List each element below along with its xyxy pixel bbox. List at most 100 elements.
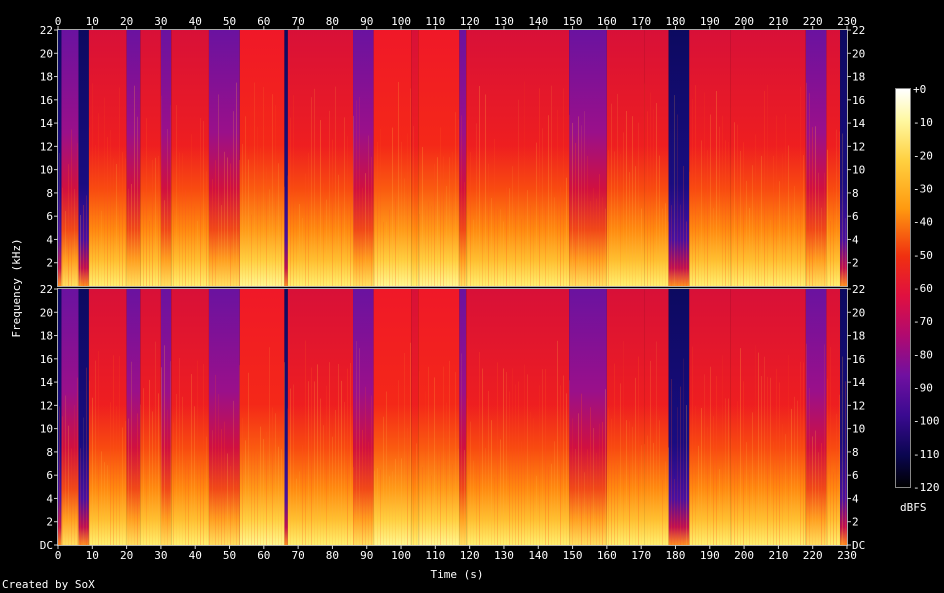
x-tick-label: 30 [154,15,167,28]
texture-streak [143,191,144,286]
texture-streak [719,469,720,545]
texture-streak [326,199,327,286]
texture-streak [407,427,408,545]
texture-streak [236,480,237,545]
texture-streak [215,374,216,545]
texture-streak [767,84,768,286]
colorbar-tick-labels: +0 -10 -20 -30 -40 -50 -60 -70 -80 -90 -100 -110 -12… [913,83,940,494]
y-tick-label: 16 [852,353,865,366]
texture-streak [791,188,792,286]
x-tick-label: 180 [666,549,686,562]
texture-streak [557,340,558,545]
y-tick-label: 16 [40,353,53,366]
y-tick-label: 2 [852,257,859,270]
segment-1-17 [466,30,570,286]
x-tick-label: 170 [631,549,651,562]
x-tick-label: 80 [326,15,339,28]
texture-streak [395,458,396,545]
texture-streak [428,201,429,286]
texture-streak [785,114,786,286]
texture-streak [350,202,351,286]
texture-streak [521,219,522,286]
texture-streak [377,468,378,545]
texture-streak [683,165,684,286]
texture-streak [269,347,270,545]
texture-streak [206,436,207,545]
texture-streak [116,406,117,545]
texture-streak [83,204,84,286]
segment-1-22 [689,30,731,286]
x-tick-label: 170 [631,15,651,28]
texture-streak [833,472,834,545]
texture-streak [392,471,393,545]
texture-streak [809,93,810,287]
segment-1-12 [353,30,374,286]
texture-streak [260,426,261,545]
x-tick-label: 90 [360,15,373,28]
y-tick-label: 2 [46,516,53,529]
x-tick-label: 120 [460,549,480,562]
segment-2-15 [418,289,460,545]
segment-2-8 [208,289,240,545]
x-tick-label: 20 [120,549,133,562]
texture-streak [443,156,444,286]
texture-streak [818,452,819,545]
texture-streak [281,210,282,286]
texture-streak [248,372,249,545]
texture-streak [293,95,294,287]
texture-streak [389,476,390,545]
texture-streak [569,114,570,286]
x-tick-label: 140 [528,549,548,562]
texture-streak [554,441,555,545]
texture-streak [512,166,513,286]
y-tick-label: 20 [852,47,865,60]
segment-2-13 [373,289,412,545]
texture-streak [461,115,462,286]
texture-streak [614,363,615,545]
texture-streak [113,158,114,286]
texture-streak [632,426,633,545]
segment-1-0 [58,30,62,286]
segment-1-13 [373,30,412,286]
texture-streak [242,418,243,545]
texture-streak [431,206,432,286]
x-tick-label: 120 [460,15,480,28]
texture-streak [353,467,354,545]
segment-2-6 [160,289,172,545]
segment-2-17 [466,289,570,545]
texture-streak [713,416,714,545]
texture-streak [314,88,315,286]
texture-streak [845,381,846,545]
texture-streak [371,395,372,545]
texture-streak [317,364,318,545]
channel-1-streaks [59,81,846,287]
texture-streak [209,210,210,286]
texture-streak [173,422,174,545]
texture-streak [128,188,129,286]
texture-streak [95,360,96,545]
y-tick-label: 22 [852,283,865,296]
texture-streak [137,413,138,545]
texture-streak [410,88,411,286]
texture-streak [767,376,768,545]
texture-streak [503,221,504,286]
texture-streak [539,385,540,545]
tick-marks [54,26,851,549]
texture-streak [614,151,615,286]
y-axis-label: Frequency (kHz) [10,238,23,337]
segment-2-19 [606,289,645,545]
texture-streak [479,85,480,287]
x-tick-label: 100 [391,15,411,28]
segment-2-3 [88,289,127,545]
texture-streak [788,145,789,286]
texture-streak [212,430,213,545]
x-tick-label: 150 [563,549,583,562]
texture-streak [290,388,291,545]
texture-streak [836,413,837,545]
texture-streak [185,189,186,286]
texture-streak [446,402,447,545]
x-tick-label: 0 [55,549,62,562]
texture-streak [788,354,789,545]
texture-streak [293,384,294,545]
texture-streak [677,407,678,545]
